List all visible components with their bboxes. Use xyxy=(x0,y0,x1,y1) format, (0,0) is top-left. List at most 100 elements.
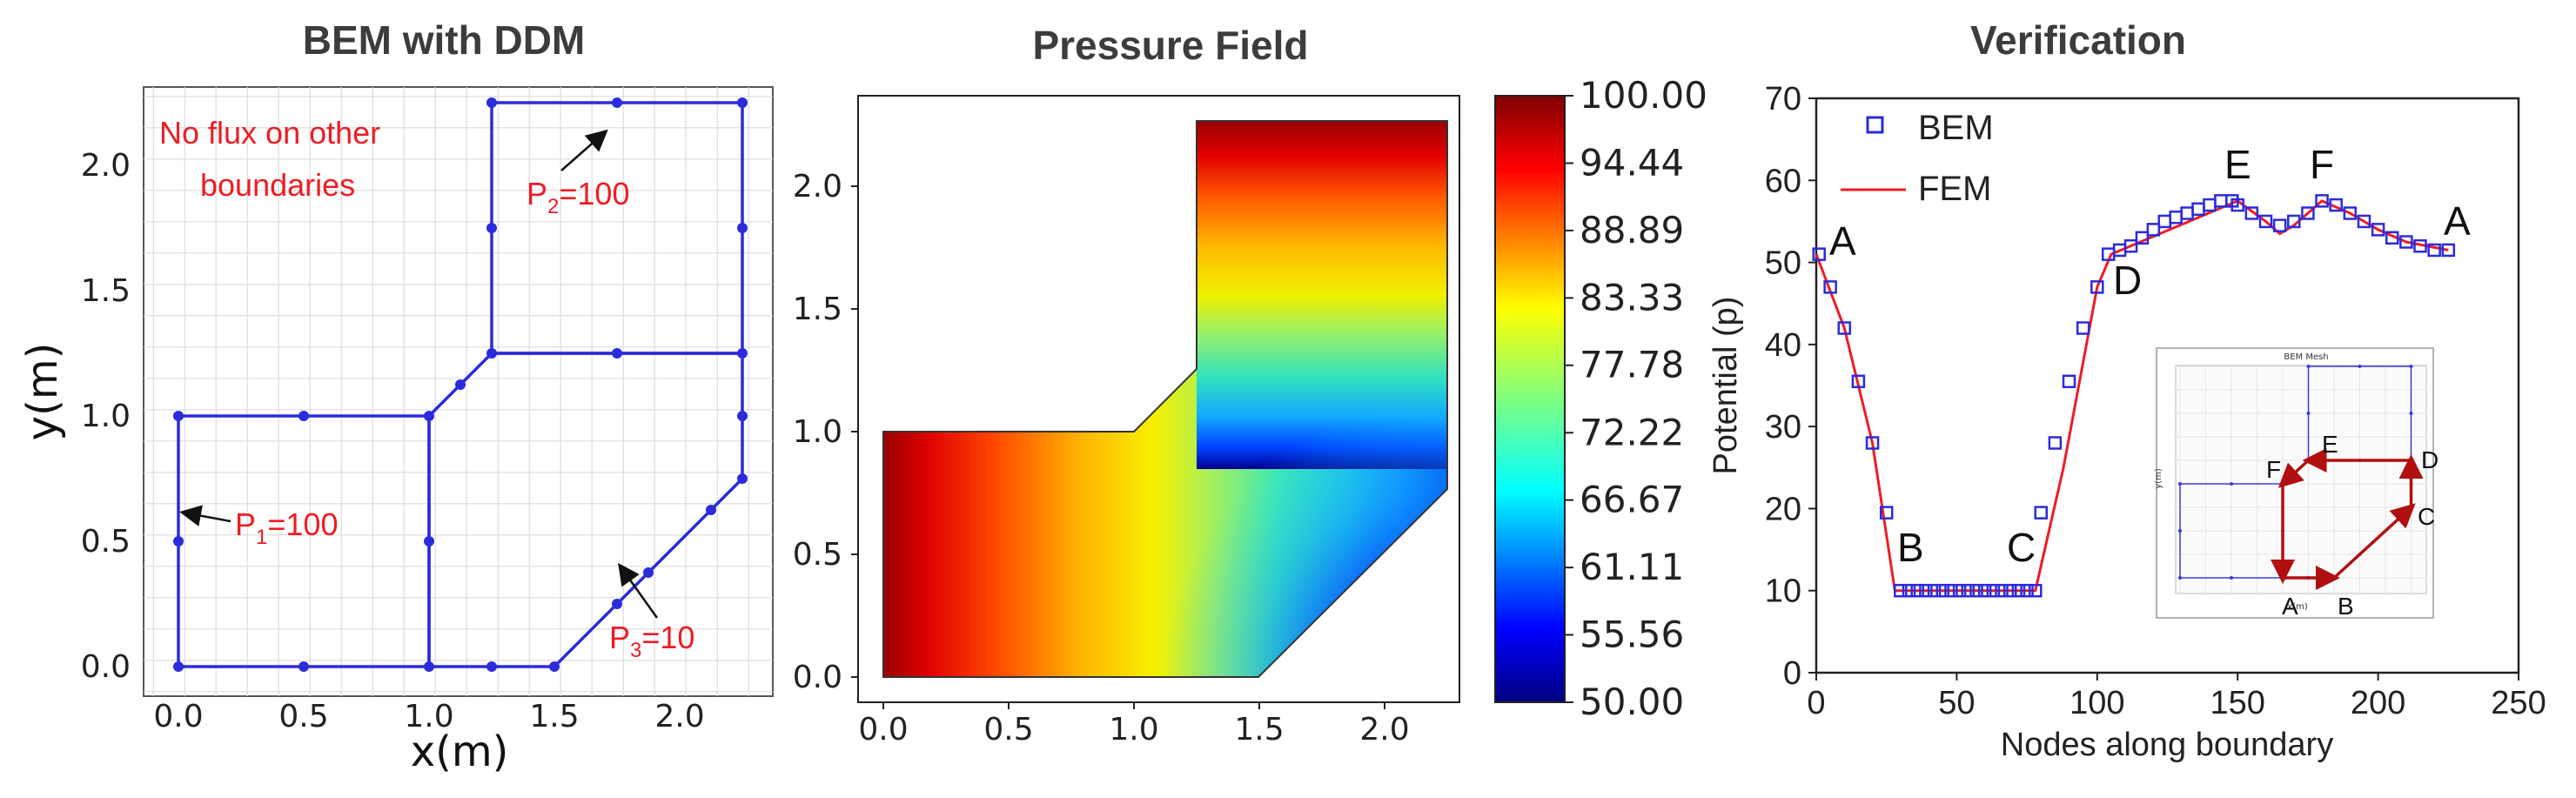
bem-point xyxy=(2413,238,2427,253)
panel3-ytick-label: 30 xyxy=(1765,409,1801,446)
inset-label-b: B xyxy=(2338,593,2354,620)
inset-xlabel: x(m) xyxy=(2287,602,2308,612)
bem-point xyxy=(1944,583,1958,598)
panel1-ytick-label: 0.5 xyxy=(81,524,131,560)
panel1-xlabel: x(m) xyxy=(411,728,509,776)
bem-point xyxy=(1935,583,1950,598)
panel2-xtick-label: 1.0 xyxy=(1109,712,1158,748)
panel3-ytick-label: 0 xyxy=(1783,655,1801,692)
bem-point xyxy=(2399,235,2413,249)
panel3-series xyxy=(1812,194,2456,598)
inset-title: BEM Mesh xyxy=(2284,352,2328,362)
panel2-xtick-label: 1.5 xyxy=(1234,712,1284,748)
panel1-ylabel: y(m) xyxy=(18,343,67,441)
bem-point xyxy=(2315,194,2329,208)
inset-node xyxy=(2409,365,2413,368)
p2-arrow xyxy=(560,129,608,171)
mesh-node xyxy=(424,536,434,547)
panel3-xtick-label: 100 xyxy=(2070,685,2124,721)
p2-annotation: P2=100 xyxy=(527,176,629,218)
panel3-ytick-label: 70 xyxy=(1765,81,1801,117)
colorbar-tick-label: 77.78 xyxy=(1580,344,1684,386)
inset-node xyxy=(2358,365,2362,368)
bem-point xyxy=(2123,238,2138,253)
panel1-xtick-label: 2.0 xyxy=(654,699,704,734)
colorbar-tick-label: 72.22 xyxy=(1580,411,1684,453)
point-label-a-end: A xyxy=(2444,198,2471,244)
panel2-xtick-label: 0.0 xyxy=(858,712,908,748)
point-label-e: E xyxy=(2224,142,2251,187)
bem-point xyxy=(1851,374,1866,389)
colorbar xyxy=(1494,95,1566,703)
point-label-c: C xyxy=(2007,525,2036,570)
panel2-ytick-label: 2.0 xyxy=(793,169,842,205)
point-label-f: F xyxy=(2310,142,2334,187)
bem-point xyxy=(2034,506,2048,520)
mesh-node xyxy=(612,97,622,108)
colorbar-tick-label: 94.44 xyxy=(1580,142,1684,184)
inset-label-d: D xyxy=(2421,446,2438,473)
mesh-node xyxy=(612,348,622,359)
bem-point xyxy=(2258,214,2273,229)
note-line2: boundaries xyxy=(200,167,355,203)
p1-annotation: P1=100 xyxy=(235,506,338,549)
bem-point xyxy=(2287,214,2301,229)
p3-arrow xyxy=(618,562,659,619)
inset-node xyxy=(2230,482,2233,486)
inset-ylabel: y(m) xyxy=(2154,468,2163,489)
legend-fem-label: FEM xyxy=(1918,170,1991,208)
mesh-node xyxy=(737,411,748,421)
p1-arrow xyxy=(179,505,231,526)
bem-point xyxy=(1894,583,1908,598)
mesh-node xyxy=(549,661,560,672)
inset-path-arrow xyxy=(2277,459,2310,488)
bem-point xyxy=(2357,214,2371,229)
bem-point xyxy=(2090,280,2104,294)
inset-node xyxy=(2306,365,2311,368)
panel1-ytick-label: 1.0 xyxy=(81,399,131,434)
panel1-title: BEM with DDM xyxy=(303,17,586,63)
legend-bem-marker xyxy=(1866,116,1884,134)
mesh-node xyxy=(173,536,184,547)
bem-point xyxy=(1823,280,1837,294)
mesh-node xyxy=(643,567,654,578)
mesh-node xyxy=(486,223,497,233)
mesh-node xyxy=(737,348,748,359)
panel1-xtick-label: 1.5 xyxy=(529,699,579,734)
panel2-title: Pressure Field xyxy=(1032,23,1308,68)
panel1-ytick-label: 2.0 xyxy=(81,148,131,184)
bem-point xyxy=(2002,583,2017,598)
panel2-xtick-label: 2.0 xyxy=(1359,712,1409,748)
bem-point xyxy=(1879,506,1894,520)
bem-point xyxy=(1919,583,1933,598)
bem-point xyxy=(1910,583,1924,598)
panel3-xtick-label: 200 xyxy=(2351,685,2405,721)
bem-point xyxy=(2062,374,2076,389)
panel3-ticks: 0 50 100 150 200 250 0 10 20 30 40 50 60 70 xyxy=(1765,81,2546,721)
panel1-grid xyxy=(144,87,773,696)
bem-point xyxy=(2020,583,2034,598)
colorbar-tick-label: 50.00 xyxy=(1580,681,1684,723)
panel3-ytick-label: 20 xyxy=(1765,491,1801,527)
inset-node xyxy=(2178,482,2182,486)
panel3-ylabel: Potential (p) xyxy=(1707,297,1744,475)
mesh-node xyxy=(173,411,184,421)
mesh-node xyxy=(299,411,309,421)
panel2-ytick-label: 1.0 xyxy=(793,414,842,450)
panel-verification: Verification 0 50 100 150 200 250 0 10 20 30 40 50 6… xyxy=(1707,17,2546,763)
bem-point xyxy=(2343,206,2358,220)
domain-outline xyxy=(882,120,1448,678)
mesh-node xyxy=(173,661,184,672)
panel1-xtick-label: 0.5 xyxy=(278,699,328,734)
legend-bem-label: BEM xyxy=(1918,109,1994,147)
note-line1: No flux on other xyxy=(159,115,380,151)
bem-point xyxy=(1865,436,1880,450)
inset-node xyxy=(2178,576,2182,580)
panel3-ytick-label: 50 xyxy=(1765,245,1801,282)
point-label-b: B xyxy=(1897,525,1924,570)
bem-point xyxy=(2011,583,2026,598)
inset-label-f: F xyxy=(2266,456,2281,483)
mesh-node xyxy=(424,411,434,421)
bem-point xyxy=(2385,231,2399,245)
bem-point xyxy=(2048,436,2063,450)
